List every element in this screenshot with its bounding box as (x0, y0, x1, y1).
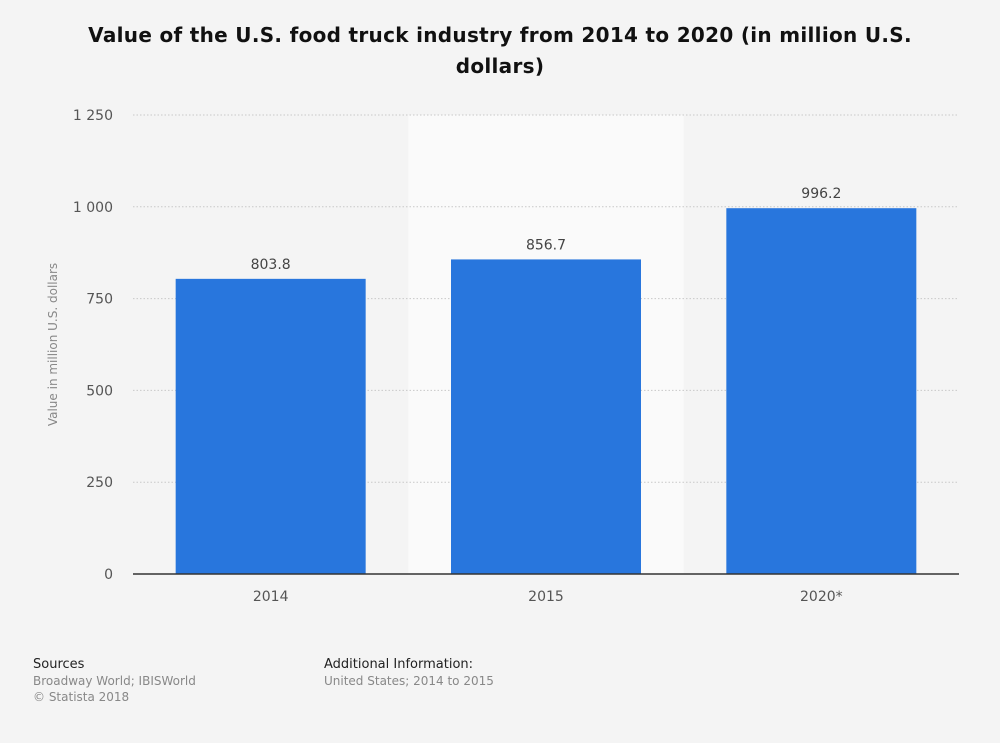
x-tick-label: 2020* (800, 589, 843, 605)
x-tick-label: 2015 (528, 589, 564, 605)
additional-info-block: Additional Information: United States; 2… (324, 657, 494, 689)
chart-title: Value of the U.S. food truck industry fr… (88, 23, 912, 78)
sources-block: Sources Broadway World; IBISWorld © Stat… (33, 657, 196, 705)
y-tick-label: 0 (104, 567, 113, 583)
data-label: 996.2 (801, 186, 841, 202)
sources-text[interactable]: Broadway World; IBISWorld (33, 674, 196, 688)
bar-2014 (175, 278, 366, 574)
y-tick-label: 250 (86, 475, 113, 491)
y-tick-label: 750 (86, 292, 113, 308)
data-label: 856.7 (526, 237, 566, 253)
sources-heading: Sources (33, 657, 85, 672)
x-tick-label: 2014 (253, 589, 289, 605)
y-tick-label: 1 250 (73, 108, 113, 124)
copyright: © Statista 2018 (33, 690, 130, 704)
y-tick-label: 1 000 (73, 200, 113, 216)
bar-2015 (451, 259, 641, 574)
additional-info-heading: Additional Information: (324, 657, 474, 672)
y-tick-label: 500 (86, 383, 113, 399)
bar-2020* (726, 208, 917, 574)
data-label: 803.8 (251, 257, 291, 273)
y-axis-label: Value in million U.S. dollars (46, 263, 60, 426)
additional-info-text: United States; 2014 to 2015 (324, 674, 494, 688)
